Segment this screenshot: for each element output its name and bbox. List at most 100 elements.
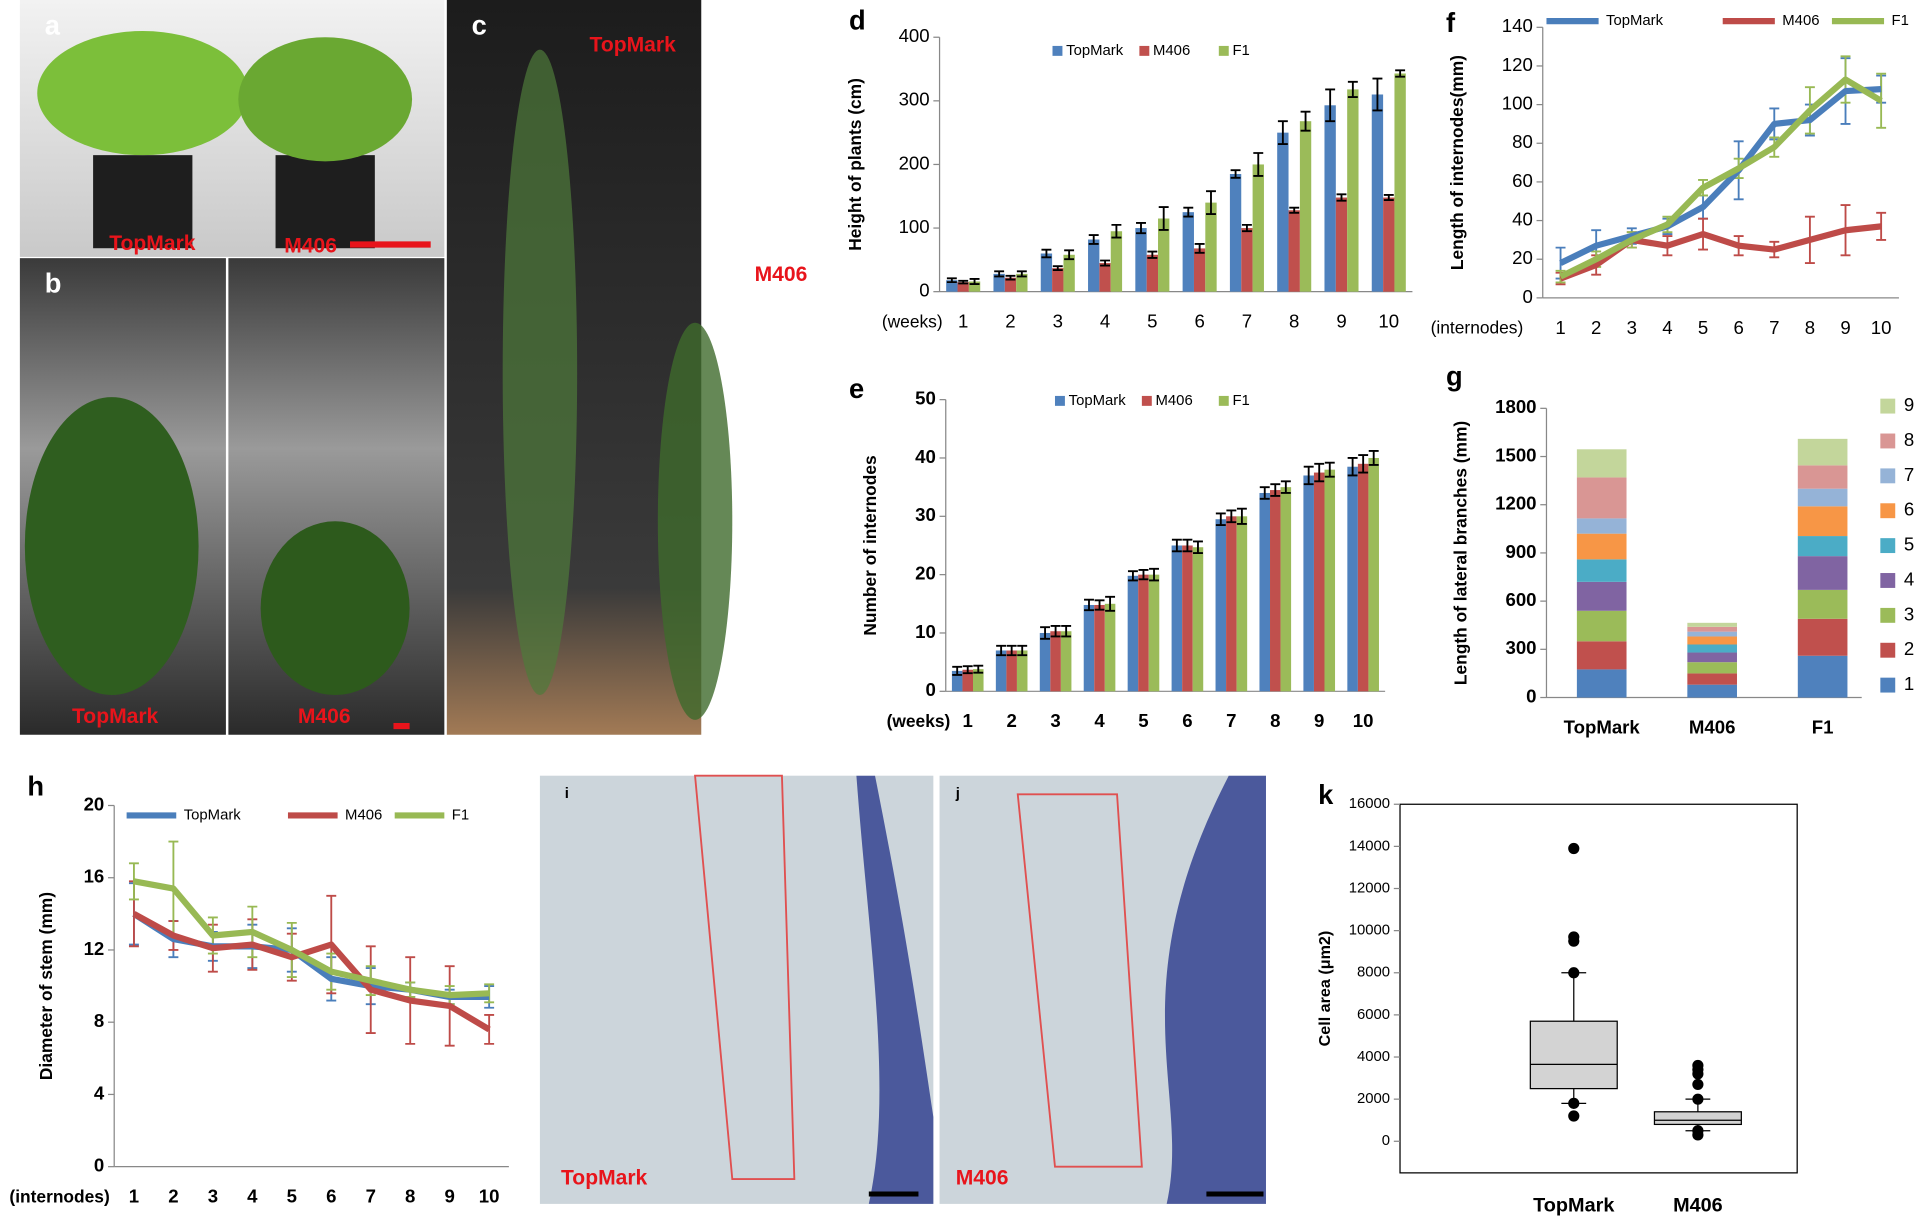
error-bar [1289,206,1300,214]
bar [1104,603,1116,692]
y-axis-label: Height of plants (cm) [845,78,865,251]
bar [1347,466,1358,692]
line [132,911,491,1033]
legend-swatch [1139,45,1150,56]
panel-label: i [565,786,569,802]
bar [1347,89,1359,292]
y-tick-label: 40 [1512,208,1533,229]
tissue [856,775,934,1204]
bar-segment [1576,669,1627,698]
x-tick-label: 5 [287,1186,297,1207]
bar [1288,210,1300,292]
error-bar [1236,507,1247,525]
legend-swatch [1880,677,1896,693]
outlier [1568,842,1580,855]
error-bar [1347,80,1358,98]
legend-swatch [1880,642,1896,658]
photo-label: TopMark [109,232,196,255]
y-tick-label: 12000 [1349,880,1390,896]
y-tick-label: 0 [94,1155,104,1176]
error-bar [1358,454,1369,474]
x-tick-label: 8 [1289,311,1299,332]
legend-swatch [1880,468,1896,484]
bar [1303,475,1314,692]
bar-segment [1687,631,1737,637]
y-tick-label: 8000 [1357,965,1390,981]
x-axis-label: (weeks) [887,711,951,731]
legend-swatch [1880,573,1896,588]
error-bar [1088,234,1099,245]
error-bar [1064,249,1075,261]
x-tick-label: 3 [1050,710,1060,731]
error-bar [1226,509,1237,524]
bar [1138,574,1149,692]
bar [1063,254,1075,292]
bar-segment [1687,684,1737,698]
x-tick-label: TopMark [1533,1195,1615,1217]
y-tick-label: 1500 [1495,444,1536,465]
x-tick-label: M406 [1673,1195,1723,1217]
y-tick-label: 20 [1512,247,1533,268]
bar [946,280,958,292]
box [1653,1111,1742,1126]
bar-segment [1576,610,1627,642]
photo-label: TopMark [72,705,159,728]
legend-label: 7 [1904,464,1914,485]
legend-swatch [1218,45,1229,56]
plant [502,49,578,696]
x-tick-label: 3 [208,1186,218,1207]
bar [1368,457,1379,692]
tissue [1164,775,1266,1204]
bar-segment [1797,556,1848,590]
panel-label: d [849,5,866,36]
plot-frame [1399,803,1798,1174]
legend-label: F1 [452,807,469,823]
panel-label: g [1446,361,1463,392]
bar-segment [1687,673,1737,685]
bar [1324,105,1336,292]
bar-segment [1797,655,1848,698]
bar-segment [1576,449,1627,478]
legend-label: M406 [345,807,382,823]
y-tick-label: 300 [1505,637,1536,658]
bar [993,273,1005,292]
y-tick-label: 100 [899,216,930,237]
pot [93,155,193,249]
bar [1259,492,1271,692]
bar [1335,197,1348,292]
error-bar [1005,274,1016,281]
x-tick-label: 2 [1005,311,1015,332]
x-tick-label: 4 [1094,710,1105,731]
bar [1182,212,1194,292]
bar-segment [1576,533,1627,560]
error-bar [1158,206,1169,231]
x-tick-label: 10 [1378,311,1399,332]
y-tick-label: 400 [899,25,930,46]
bar [1205,202,1217,292]
outlier [1568,1097,1580,1109]
cell-outline [694,774,796,1181]
photo-label: TopMark [590,34,677,57]
error-bar [952,665,963,676]
bar [1193,248,1206,292]
error-bar [1215,512,1226,526]
bar [951,670,963,692]
x-axis-label: (weeks) [882,311,943,331]
legend-label: 3 [1904,603,1914,624]
error-bar [1041,248,1052,259]
bar [1083,604,1095,692]
x-tick-label: 5 [1698,317,1708,338]
error-bar [1253,152,1264,177]
y-tick-label: 16 [84,866,105,887]
legend-swatch [1880,607,1896,623]
bar [1040,253,1053,292]
y-tick-label: 0 [919,280,929,301]
x-tick-label: 3 [1053,311,1063,332]
y-tick-label: 10000 [1349,923,1390,939]
x-tick-label: 2 [1006,710,1016,731]
bar [1215,519,1227,692]
bar-segment [1687,626,1737,632]
y-axis-label: Cell area (μm2) [1316,931,1334,1047]
legend-label: TopMark [184,807,242,823]
bar-segment [1576,581,1627,611]
